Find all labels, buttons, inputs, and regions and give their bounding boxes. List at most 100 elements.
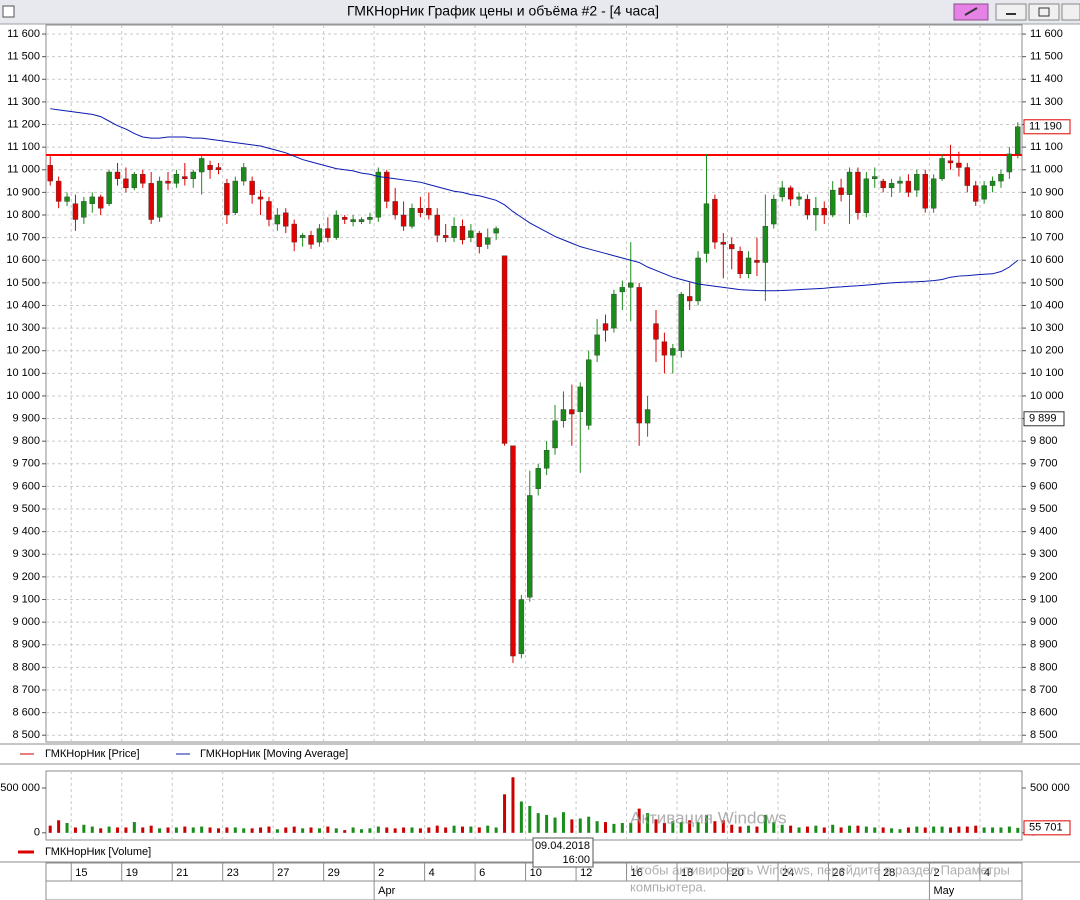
candle-body bbox=[888, 183, 895, 189]
y-tick-label: 9 300 bbox=[12, 548, 40, 560]
y-tick-label: 9 400 bbox=[12, 526, 40, 538]
x-tick-label: 27 bbox=[277, 867, 289, 879]
y-tick-label: 11 300 bbox=[7, 96, 40, 108]
candle-body bbox=[64, 196, 70, 202]
volume-bar bbox=[503, 794, 507, 833]
candle-body bbox=[459, 226, 466, 241]
candle-body bbox=[182, 176, 188, 180]
x-tick-label: 28 bbox=[883, 867, 895, 879]
y-tick-label: 10 300 bbox=[6, 322, 40, 334]
volume-bar bbox=[511, 777, 515, 833]
y-tick-label: 9 500 bbox=[12, 503, 40, 515]
volume-bar bbox=[99, 828, 103, 833]
candle-body bbox=[198, 158, 205, 173]
month-label: May bbox=[933, 885, 954, 897]
volume-bar bbox=[730, 824, 734, 833]
volume-bar bbox=[738, 826, 742, 833]
candle-body bbox=[998, 174, 1004, 182]
volume-bar bbox=[149, 825, 153, 833]
volume-bar bbox=[612, 823, 616, 833]
volume-bar bbox=[948, 827, 952, 833]
window-icon[interactable] bbox=[2, 5, 15, 18]
volume-bar bbox=[780, 824, 784, 833]
candle-body bbox=[644, 409, 651, 424]
volume-bar bbox=[713, 821, 717, 833]
y2-tick-label: 10 900 bbox=[1030, 186, 1064, 198]
volume-bar bbox=[999, 827, 1003, 833]
candle-body bbox=[880, 180, 886, 189]
volume-bar bbox=[469, 826, 473, 833]
candle-body bbox=[527, 495, 533, 598]
price-marker-label: 9 899 bbox=[1029, 413, 1057, 425]
volume-bar bbox=[208, 827, 212, 833]
volume-bar bbox=[233, 827, 237, 833]
y-tick-label: 8 800 bbox=[12, 661, 40, 673]
close-button[interactable] bbox=[1061, 3, 1080, 21]
volume-bar bbox=[561, 812, 565, 833]
volume-bar bbox=[191, 827, 195, 833]
volume-bar bbox=[797, 827, 801, 833]
candle-body bbox=[392, 201, 398, 216]
legend-label: ГМКНорНик [Price] bbox=[45, 748, 140, 760]
volume-bar bbox=[435, 825, 439, 833]
candle-body bbox=[55, 180, 62, 202]
volume-bar bbox=[65, 822, 69, 833]
y2-tick-label: 8 600 bbox=[1030, 707, 1058, 719]
volume-bar bbox=[132, 822, 136, 833]
volume-bar bbox=[620, 822, 624, 833]
volume-bar bbox=[570, 819, 574, 833]
volume-bar bbox=[477, 827, 481, 833]
volume-bar bbox=[923, 827, 927, 833]
candle-body bbox=[47, 165, 53, 182]
candle-body bbox=[215, 167, 222, 170]
candle-body bbox=[939, 158, 945, 180]
candle-body bbox=[905, 180, 912, 193]
x-tick-label: 6 bbox=[479, 867, 485, 879]
volume-bar bbox=[216, 828, 220, 833]
candle-body bbox=[619, 287, 626, 293]
y2-tick-label: 9 200 bbox=[1030, 571, 1058, 583]
volume-bar bbox=[334, 828, 338, 833]
candle-body bbox=[628, 282, 634, 288]
candle-body bbox=[207, 165, 213, 170]
y2-tick-label: 10 100 bbox=[1030, 367, 1064, 379]
y-tick-label: 9 600 bbox=[12, 480, 40, 492]
y2-tick-label: 8 500 bbox=[1030, 729, 1058, 741]
candle-body bbox=[442, 235, 449, 238]
y2-tick-label: 8 900 bbox=[1030, 639, 1058, 651]
volume-bar bbox=[158, 828, 162, 833]
candle-body bbox=[131, 174, 138, 189]
y-tick-label: 10 800 bbox=[6, 209, 40, 221]
y2-tick-label: 11 500 bbox=[1030, 51, 1063, 63]
volume-bar bbox=[494, 827, 498, 833]
y2-tick-label: 10 700 bbox=[1030, 232, 1064, 244]
x-tick-label: 2 bbox=[378, 867, 384, 879]
candle-body bbox=[577, 386, 583, 412]
y2-tick-label: 10 200 bbox=[1030, 345, 1064, 357]
candle-body bbox=[636, 287, 642, 424]
volume-bar bbox=[402, 827, 406, 833]
x-tick-label: 4 bbox=[984, 867, 990, 879]
y2-tick-label: 10 300 bbox=[1030, 322, 1064, 334]
candle-body bbox=[165, 180, 171, 184]
candle-body bbox=[249, 180, 255, 195]
candle-body bbox=[190, 171, 196, 180]
volume-bar bbox=[696, 822, 700, 833]
candle-body bbox=[560, 409, 567, 422]
volume-bar bbox=[528, 805, 532, 833]
volume-bar bbox=[831, 824, 835, 833]
maximize-button[interactable] bbox=[1028, 3, 1060, 21]
minimize-button[interactable] bbox=[995, 3, 1027, 21]
candle-body bbox=[771, 198, 777, 225]
volume-bar bbox=[1007, 826, 1011, 833]
price-marker-box bbox=[1023, 411, 1065, 427]
volume-bar bbox=[957, 826, 961, 833]
volume-bar bbox=[385, 827, 389, 833]
candle-body bbox=[821, 208, 827, 216]
candle-body bbox=[510, 445, 516, 657]
y-tick-label: 8 900 bbox=[12, 639, 40, 651]
y2-tick-label: 9 600 bbox=[1030, 480, 1058, 492]
volume-bar bbox=[848, 825, 852, 833]
volume-bar bbox=[940, 826, 944, 833]
